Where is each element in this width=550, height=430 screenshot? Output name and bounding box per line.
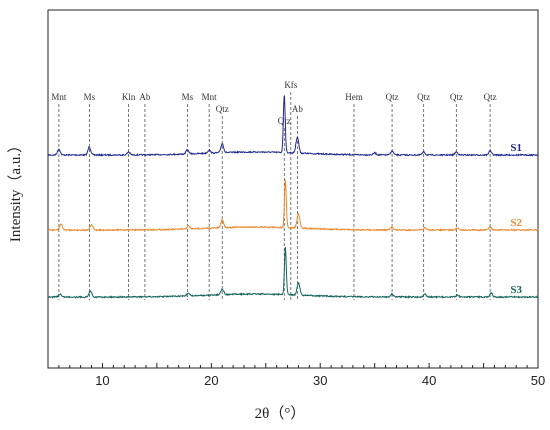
phase-marker-label: Ab	[139, 92, 150, 102]
phase-marker-label: Qtz	[417, 92, 430, 102]
phase-marker-label: Ms	[182, 92, 194, 102]
x-tick-label: 50	[531, 373, 545, 388]
phase-marker-label: Qtz	[278, 116, 291, 126]
series-line-s3	[47, 246, 539, 300]
phase-marker-label: Qtz	[450, 92, 463, 102]
x-axis-title: 2θ（°）	[255, 405, 306, 422]
x-axis: 10 20 30 40 50	[47, 363, 545, 388]
phase-marker-label: Ms	[84, 92, 96, 102]
series-line-s2	[47, 179, 539, 232]
x-tick-label: 40	[422, 373, 436, 388]
phase-marker-label: Ab	[292, 104, 303, 114]
series-label-s1: S1	[510, 142, 522, 154]
phase-marker-label: Qtz	[484, 92, 497, 102]
x-tick-label: 30	[313, 373, 327, 388]
series-label-s3: S3	[510, 284, 522, 296]
phase-marker-label: Qtz	[216, 104, 229, 114]
plot-frame	[47, 9, 539, 369]
phase-marker-label: Hem	[345, 92, 363, 102]
phase-marker-label: Kln	[122, 92, 136, 102]
x-tick-label: 20	[204, 373, 218, 388]
x-tick-label: 10	[95, 373, 109, 388]
series-line-s1	[47, 95, 539, 157]
phase-marker-label: Qtz	[386, 92, 399, 102]
phase-marker-label: Mnt	[202, 92, 218, 102]
series-lines: S1 S2 S3	[47, 95, 539, 300]
series-label-s2: S2	[510, 217, 522, 229]
phase-marker-label: Mnt	[51, 92, 67, 102]
phase-marker-label: Kfs	[284, 80, 297, 90]
y-axis-title: Intensity（a.u.）	[7, 138, 24, 242]
